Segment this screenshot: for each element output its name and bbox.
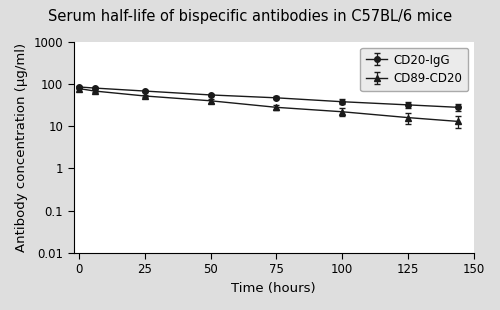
Text: Serum half-life of bispecific antibodies in C57BL/6 mice: Serum half-life of bispecific antibodies… bbox=[48, 9, 452, 24]
Y-axis label: Antibody concentration (µg/ml): Antibody concentration (µg/ml) bbox=[15, 43, 28, 252]
Legend: CD20-IgG, CD89-CD20: CD20-IgG, CD89-CD20 bbox=[360, 48, 468, 91]
X-axis label: Time (hours): Time (hours) bbox=[232, 282, 316, 295]
